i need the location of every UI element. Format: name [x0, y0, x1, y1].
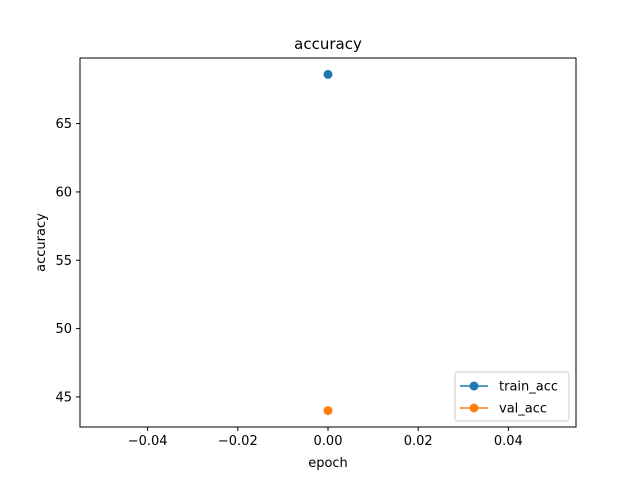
series-train_acc: [323, 69, 333, 79]
chart-title: accuracy: [294, 35, 362, 53]
x-tick-label: 0.04: [494, 434, 523, 449]
series-layer: [323, 69, 333, 416]
x-axis-ticks: −0.04 −0.02 0.00 0.02 0.04: [128, 427, 523, 449]
data-point-val_acc: [323, 406, 333, 416]
x-tick-label: −0.04: [128, 434, 168, 449]
y-axis-ticks: 45 50 55 60 65: [55, 117, 80, 405]
x-tick-label: 0.00: [314, 434, 343, 449]
y-axis-label: accuracy: [34, 213, 49, 272]
y-tick-label: 65: [55, 117, 72, 132]
legend-label-val_acc: val_acc: [499, 402, 547, 417]
y-tick-label: 45: [55, 390, 72, 405]
y-tick-label: 60: [55, 185, 72, 200]
legend-marker-val_acc: [469, 403, 479, 413]
legend-marker-train_acc: [469, 381, 479, 391]
legend: train_acc val_acc: [454, 371, 570, 422]
x-tick-label: 0.02: [404, 434, 433, 449]
y-tick-label: 55: [55, 254, 72, 269]
legend-label-train_acc: train_acc: [499, 380, 558, 395]
series-val_acc: [323, 406, 333, 416]
x-axis-label: epoch: [308, 456, 348, 471]
y-tick-label: 50: [55, 322, 72, 337]
data-point-train_acc: [323, 69, 333, 79]
x-tick-label: −0.02: [218, 434, 258, 449]
